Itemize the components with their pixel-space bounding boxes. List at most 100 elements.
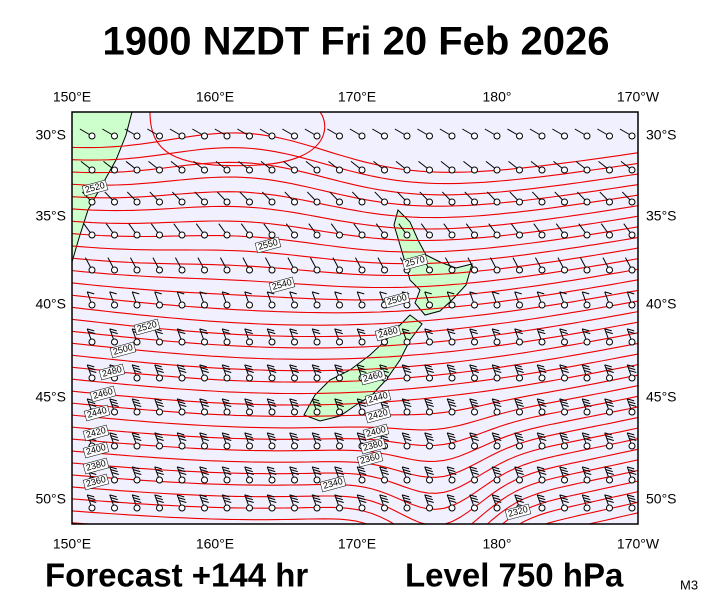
barb-tick — [245, 331, 253, 335]
contour-line — [72, 459, 638, 524]
barb-tick — [561, 404, 569, 407]
station — [178, 338, 186, 346]
barb-tick — [313, 497, 321, 501]
station — [583, 476, 591, 484]
barb-tick — [312, 291, 320, 295]
station — [448, 198, 456, 206]
barb-tick — [584, 472, 592, 475]
barb-tick — [605, 497, 613, 501]
barb-tick — [426, 438, 434, 441]
station — [426, 338, 433, 346]
contour-line — [72, 236, 638, 265]
barb-tick — [583, 469, 591, 473]
station — [201, 408, 208, 416]
station — [628, 198, 636, 206]
station — [133, 198, 141, 206]
barb-tick — [155, 435, 163, 439]
barb-tick — [583, 367, 591, 371]
station — [201, 442, 208, 450]
contour-line — [72, 395, 638, 447]
barb-tick — [447, 494, 455, 498]
barb-tick — [224, 404, 232, 407]
lon-label: 170°W — [617, 536, 660, 552]
barb-tick — [537, 291, 545, 295]
barb-tick — [222, 291, 230, 295]
barb-tick — [179, 404, 187, 407]
station — [133, 301, 141, 309]
barb-tick — [629, 472, 637, 475]
barb-tick — [336, 438, 344, 441]
barb-tick — [448, 497, 456, 501]
barb-tick — [246, 404, 254, 407]
contour-line — [72, 416, 638, 478]
station — [561, 476, 568, 484]
station — [606, 132, 613, 140]
barb-tick — [334, 364, 342, 368]
level-label: Level 750 hPa — [405, 557, 624, 594]
barb-tick — [605, 331, 613, 335]
station — [606, 231, 613, 239]
station — [223, 132, 231, 140]
station — [471, 374, 478, 382]
barb-tick — [178, 367, 186, 371]
barb-tick — [245, 497, 253, 501]
barb-tick — [199, 398, 207, 402]
station — [178, 442, 186, 450]
station — [448, 301, 456, 309]
station — [358, 231, 366, 239]
barb-tick — [267, 432, 275, 436]
station — [111, 198, 118, 206]
barb-tick — [134, 404, 142, 407]
station — [471, 476, 478, 484]
barb-tick — [494, 404, 502, 407]
barb-tick — [448, 331, 456, 335]
station — [403, 408, 411, 416]
barb-tick — [583, 331, 591, 335]
barb-tick — [313, 367, 321, 371]
barb-tick — [290, 401, 298, 405]
barb-tick — [312, 328, 320, 332]
barb-tick — [359, 472, 367, 475]
station — [516, 132, 523, 140]
barb-tick — [222, 364, 230, 368]
barb-tick — [582, 466, 590, 470]
contour-label-box — [356, 450, 384, 468]
barb-tick — [426, 370, 434, 373]
contour-label-box — [268, 276, 296, 294]
contour-line — [518, 491, 638, 524]
station — [178, 504, 186, 512]
barb-tick — [447, 328, 455, 332]
barb-tick — [515, 401, 523, 405]
station — [313, 266, 321, 274]
barb-tick — [268, 367, 276, 371]
barb-tick — [628, 401, 636, 405]
station — [448, 476, 456, 484]
barb-tick — [606, 500, 614, 503]
barb-tick — [447, 291, 455, 295]
station — [111, 132, 118, 140]
barb-tick — [380, 497, 388, 501]
station — [381, 266, 388, 274]
station — [246, 301, 253, 309]
barb-tick — [492, 291, 500, 295]
barb-tick — [244, 291, 252, 295]
barb-tick — [404, 370, 412, 373]
contour-label-box — [374, 324, 402, 342]
barb-tick — [200, 435, 208, 439]
contour-line — [72, 480, 638, 524]
station — [111, 301, 118, 309]
barb-tick — [178, 469, 186, 473]
barb-tick — [402, 398, 410, 402]
station — [156, 374, 163, 382]
barb-tick — [402, 328, 410, 332]
station — [471, 504, 478, 512]
station — [313, 301, 321, 309]
barb-tick — [313, 469, 321, 473]
contour-label-box — [364, 406, 392, 424]
barb-tick — [336, 370, 344, 373]
barb-tick — [424, 466, 432, 470]
barb-tick — [628, 331, 636, 335]
barb-tick — [314, 472, 322, 475]
station — [313, 231, 321, 239]
station — [156, 301, 163, 309]
